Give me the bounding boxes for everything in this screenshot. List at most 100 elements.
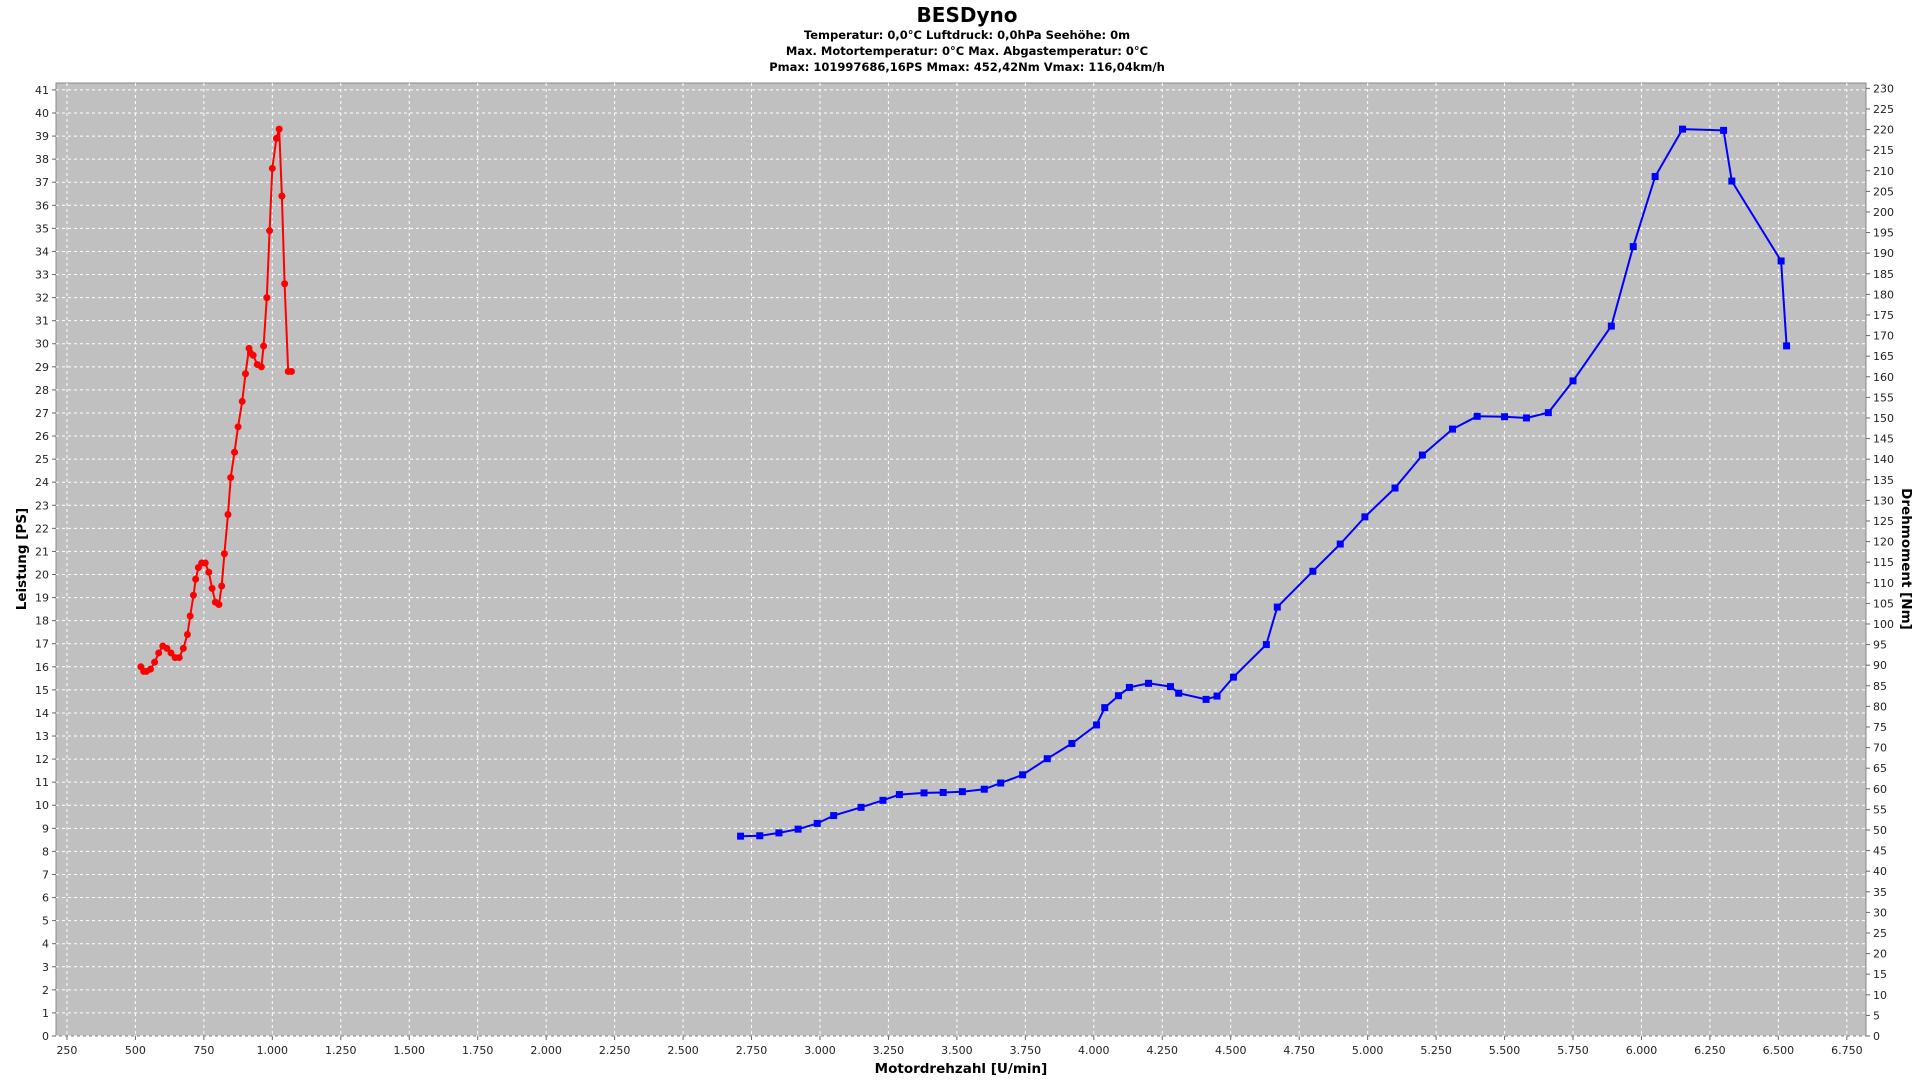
data-point: [1728, 177, 1736, 185]
y-tick-label: 8: [42, 845, 49, 858]
data-point: [857, 803, 865, 811]
data-point: [958, 788, 966, 796]
data-point: [163, 644, 171, 652]
data-point: [939, 788, 947, 796]
data-point: [186, 612, 194, 620]
data-point: [281, 280, 289, 288]
y-tick-label: 3: [42, 961, 49, 974]
y-tick-label: 18: [35, 615, 49, 628]
chart-subtitle-3: Pmax: 101997686,16PS Mmax: 452,42Nm Vmax…: [769, 60, 1165, 74]
x-tick-label: 3.500: [941, 1044, 973, 1057]
y2-tick-label: 190: [1873, 247, 1894, 260]
data-point: [205, 568, 213, 576]
data-point: [1309, 567, 1317, 575]
data-point: [1544, 409, 1552, 417]
data-point: [257, 363, 265, 371]
x-tick-label: 1.750: [462, 1044, 494, 1057]
y2-tick-label: 205: [1873, 185, 1894, 198]
data-point: [1166, 683, 1174, 691]
data-point: [1449, 425, 1457, 433]
data-point: [1418, 451, 1426, 459]
data-point: [756, 832, 764, 840]
y-tick-label: 36: [35, 199, 49, 212]
data-point: [268, 164, 276, 172]
data-point: [215, 600, 223, 608]
data-point: [1068, 739, 1076, 747]
data-point: [1473, 412, 1481, 420]
y-tick-label: 39: [35, 130, 49, 143]
y2-tick-label: 5: [1873, 1009, 1880, 1022]
data-point: [220, 550, 228, 558]
x-tick-label: 3.250: [873, 1044, 905, 1057]
y-tick-label: 12: [35, 753, 49, 766]
y-tick-label: 13: [35, 730, 49, 743]
y2-tick-label: 25: [1873, 927, 1887, 940]
y2-tick-label: 75: [1873, 721, 1887, 734]
series-1: [137, 125, 295, 675]
data-point: [146, 665, 154, 673]
data-point: [1522, 414, 1530, 422]
x-tick-label: 3.000: [804, 1044, 836, 1057]
y2-tick-label: 80: [1873, 700, 1887, 713]
data-point: [167, 649, 175, 657]
y2-tick-label: 50: [1873, 824, 1887, 837]
data-point: [980, 785, 988, 793]
data-point: [1651, 173, 1659, 181]
y2-tick-label: 210: [1873, 165, 1894, 178]
data-point: [275, 125, 283, 133]
data-point: [1336, 540, 1344, 548]
y2-tick-label: 215: [1873, 144, 1894, 157]
data-point: [260, 342, 268, 350]
y-tick-label: 20: [35, 568, 49, 581]
data-point: [879, 796, 887, 804]
y-tick-label: 24: [35, 476, 49, 489]
data-point: [1501, 413, 1509, 421]
y2-tick-label: 95: [1873, 639, 1887, 652]
x-tick-label: 1.500: [393, 1044, 425, 1057]
data-point: [179, 644, 187, 652]
x-tick-label: 6.750: [1831, 1044, 1863, 1057]
y2-tick-label: 60: [1873, 783, 1887, 796]
y2-tick-label: 155: [1873, 391, 1894, 404]
data-point: [1720, 126, 1728, 134]
y2-tick-label: 105: [1873, 597, 1894, 610]
x-tick-label: 1.250: [325, 1044, 357, 1057]
y2-tick-label: 110: [1873, 577, 1894, 590]
plot-area: [55, 82, 1867, 1037]
y2-tick-label: 165: [1873, 350, 1894, 363]
x-tick-label: 1.000: [257, 1044, 289, 1057]
data-point: [1273, 603, 1281, 611]
y2-tick-label: 35: [1873, 886, 1887, 899]
y-tick-label: 7: [42, 868, 49, 881]
y2-tick-label: 135: [1873, 474, 1894, 487]
data-point: [1607, 322, 1615, 330]
data-point: [238, 397, 246, 405]
data-point: [775, 829, 783, 837]
x-axis: 250 500 750 1.000 1.250 1.500 1.750 2.000 2.250 2…: [56, 1036, 1863, 1057]
y-tick-label: 26: [35, 430, 49, 443]
data-point: [241, 370, 249, 378]
data-point: [1019, 771, 1027, 779]
y-tick-label: 27: [35, 407, 49, 420]
x-tick-label: 4.000: [1078, 1044, 1110, 1057]
y-axis-left: 0123456789101112131415161718192021222324…: [35, 84, 56, 1043]
data-point: [1262, 641, 1270, 649]
y2-tick-label: 225: [1873, 103, 1894, 116]
data-point: [1777, 257, 1785, 265]
y2-tick-label: 220: [1873, 124, 1894, 137]
x-axis-label: Motordrehzahl [U/min]: [875, 1061, 1048, 1077]
y-tick-label: 35: [35, 222, 49, 235]
y-tick-label: 0: [42, 1030, 49, 1043]
y-tick-label: 6: [42, 892, 49, 905]
y2-tick-label: 100: [1873, 618, 1894, 631]
data-point: [1391, 484, 1399, 492]
y-tick-label: 15: [35, 684, 49, 697]
x-tick-label: 6.000: [1626, 1044, 1658, 1057]
x-tick-label: 250: [56, 1044, 77, 1057]
y2-tick-label: 90: [1873, 659, 1887, 672]
data-point: [1145, 679, 1153, 687]
y-tick-label: 30: [35, 338, 49, 351]
data-point: [737, 832, 745, 840]
y-tick-label: 28: [35, 384, 49, 397]
